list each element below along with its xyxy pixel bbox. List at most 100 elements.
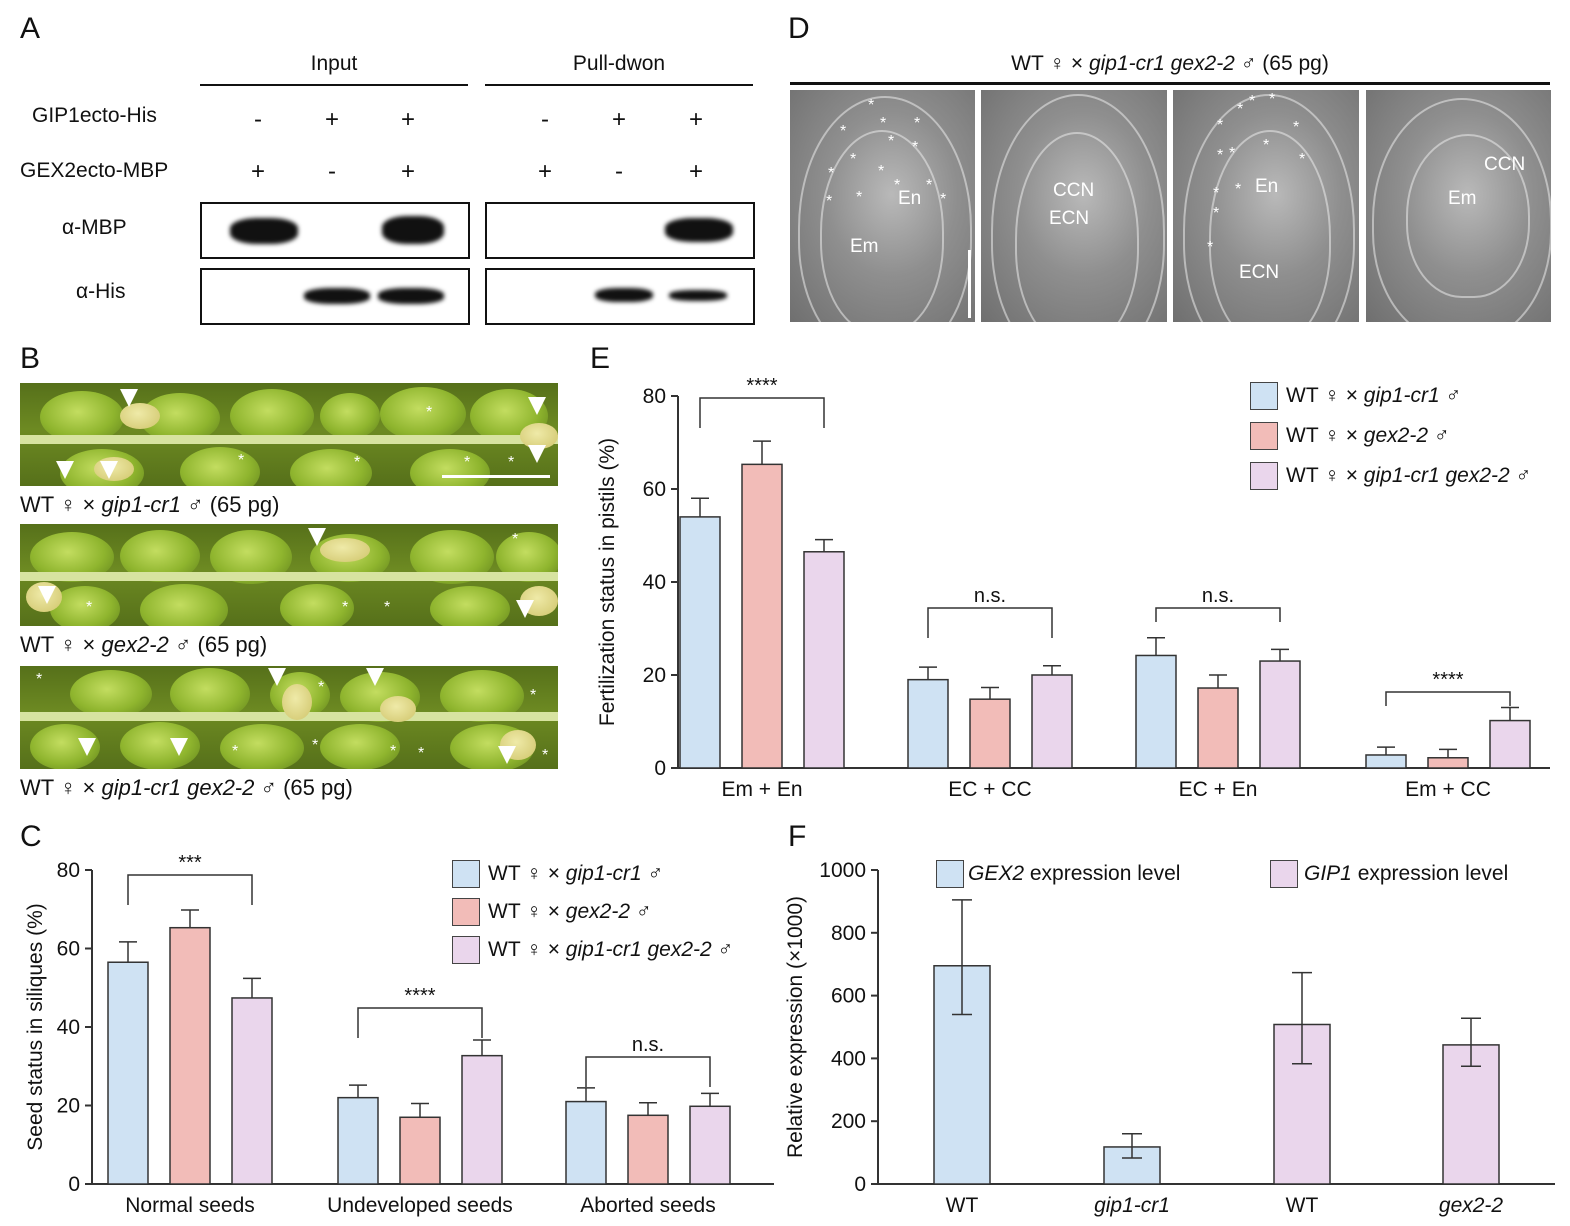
caption-prefix: WT ♀ × bbox=[20, 775, 102, 800]
legend-swatch-purple bbox=[1270, 860, 1298, 888]
ovule-outline bbox=[820, 130, 944, 322]
y-tick-label: 20 bbox=[643, 664, 666, 687]
panel-label-e: E bbox=[590, 342, 611, 375]
silique-image-1: * * * * * bbox=[20, 383, 558, 486]
significance-bracket bbox=[927, 607, 1053, 638]
blot-label-his: α-His bbox=[76, 280, 126, 303]
star: * bbox=[1217, 117, 1224, 134]
legend-swatch-purple bbox=[452, 936, 480, 964]
ovule-outline bbox=[1015, 132, 1139, 322]
caption-genotype: gip1-cr1 bbox=[101, 492, 181, 517]
micrograph-4: CCN Em bbox=[1366, 90, 1551, 322]
bar bbox=[461, 1054, 503, 1185]
x-category-label: Normal seeds bbox=[125, 1194, 255, 1217]
bar bbox=[231, 997, 273, 1185]
bar bbox=[741, 463, 783, 769]
micrograph-2: CCN ECN bbox=[981, 90, 1167, 322]
legend-swatch-blue bbox=[452, 860, 480, 888]
significance-label: **** bbox=[404, 985, 435, 1007]
y-tick-label: 40 bbox=[643, 571, 666, 594]
pulldown-header: Pull-dwon bbox=[572, 52, 666, 75]
label-en: En bbox=[1255, 176, 1279, 197]
micrograph-3: * * * * * * * * * * * * * En ECN bbox=[1173, 90, 1359, 322]
legend-swatch-blue bbox=[1250, 382, 1278, 410]
legend-swatch-blue bbox=[936, 860, 964, 888]
x-category-label: EC + CC bbox=[948, 778, 1031, 801]
y-tick-label: 600 bbox=[831, 985, 866, 1008]
significance-bracket bbox=[699, 397, 825, 428]
legend-genotype: gex2-2 bbox=[565, 900, 631, 923]
y-tick-label: 400 bbox=[831, 1047, 866, 1070]
x-category-label: Undeveloped seeds bbox=[327, 1194, 513, 1217]
star: * bbox=[1299, 151, 1306, 168]
star: * bbox=[1235, 181, 1242, 198]
star: * bbox=[850, 151, 857, 168]
pulldown-header-line bbox=[485, 84, 753, 86]
legend-prefix: WT ♀ × bbox=[1286, 424, 1364, 447]
legend-c-item-1: WT ♀ × gip1-cr1 ♂ bbox=[488, 862, 663, 886]
x-category-label: Aborted seeds bbox=[580, 1194, 715, 1217]
significance-label: n.s. bbox=[974, 585, 1006, 607]
caption-b2: WT ♀ × gex2-2 ♂ (65 pg) bbox=[20, 632, 267, 658]
significance-bracket bbox=[1155, 607, 1281, 622]
legend-prefix: WT ♀ × bbox=[488, 900, 566, 923]
blot-label-mbp: α-MBP bbox=[62, 216, 127, 239]
legend-genotype: GEX2 bbox=[968, 862, 1025, 885]
y-tick-label: 80 bbox=[57, 859, 80, 882]
blot-pulldown-mbp bbox=[485, 202, 755, 259]
caption-prefix: WT ♀ × bbox=[20, 632, 102, 657]
label-ccn: CCN bbox=[1484, 154, 1526, 175]
bar bbox=[907, 678, 949, 769]
legend-genotype: gip1-cr1 gex2-2 bbox=[1363, 464, 1510, 487]
row-label-gip1: GIP1ecto-His bbox=[32, 104, 157, 127]
star: * bbox=[826, 193, 833, 210]
input-header-line bbox=[200, 84, 468, 86]
y-tick-label: 0 bbox=[854, 1173, 866, 1196]
band bbox=[378, 288, 444, 304]
label-ecn: ECN bbox=[1239, 262, 1280, 283]
label-ecn: ECN bbox=[1049, 208, 1090, 229]
y-tick-label: 0 bbox=[654, 757, 666, 780]
bar bbox=[689, 1105, 731, 1185]
panel-label-b: B bbox=[20, 342, 41, 375]
silique-image-2: * * * * bbox=[20, 524, 558, 626]
legend-suffix: ♂ bbox=[641, 862, 664, 885]
caption-b1: WT ♀ × gip1-cr1 ♂ (65 pg) bbox=[20, 492, 279, 518]
significance-label: n.s. bbox=[1202, 585, 1234, 607]
blot-pulldown-his bbox=[485, 268, 755, 325]
star: * bbox=[1237, 101, 1244, 118]
gip1-sign: - bbox=[254, 106, 262, 133]
y-tick-label: 60 bbox=[57, 938, 80, 961]
y-tick-label: 800 bbox=[831, 922, 866, 945]
gex2-sign: + bbox=[537, 158, 552, 185]
band bbox=[665, 218, 733, 242]
micrograph-1: * * * * * * * * * * * * * * En Em bbox=[790, 90, 975, 322]
bar bbox=[803, 551, 845, 769]
panel-d-title-line bbox=[790, 82, 1550, 85]
panel-label-f: F bbox=[788, 820, 807, 853]
chart-c: 0 20 40 60 80 Seed status in siliques (%) Norm… bbox=[24, 852, 774, 1217]
y-axis-label: Seed status in siliques (%) bbox=[24, 903, 47, 1150]
y-tick-label: 40 bbox=[57, 1016, 80, 1039]
bar bbox=[1135, 654, 1177, 769]
legend-prefix: WT ♀ × bbox=[488, 938, 566, 961]
legend-suffix: expression level bbox=[1024, 862, 1181, 885]
bar bbox=[679, 516, 721, 769]
caption-suffix: ♂ (65 pg) bbox=[254, 775, 353, 800]
legend-c-item-3: WT ♀ × gip1-cr1 gex2-2 ♂ bbox=[488, 938, 733, 962]
legend-e-item-1: WT ♀ × gip1-cr1 ♂ bbox=[1286, 384, 1461, 408]
star: * bbox=[878, 163, 885, 180]
star: * bbox=[1213, 205, 1220, 222]
bar bbox=[933, 965, 991, 1185]
x-category-label: WT bbox=[946, 1194, 979, 1217]
star: * bbox=[840, 123, 847, 140]
legend-suffix: expression level bbox=[1351, 862, 1509, 885]
gip1-sign: + bbox=[688, 106, 703, 133]
band bbox=[304, 288, 370, 304]
legend-swatch-red bbox=[1250, 422, 1278, 450]
gip1-sign: + bbox=[400, 106, 415, 133]
star: * bbox=[888, 133, 895, 150]
gip1-sign: + bbox=[324, 106, 339, 133]
chart-f: 0 200 400 600 800 1000 Relative expression (×1… bbox=[784, 859, 1555, 1217]
panel-d-title-prefix: WT ♀ × bbox=[1011, 52, 1089, 75]
